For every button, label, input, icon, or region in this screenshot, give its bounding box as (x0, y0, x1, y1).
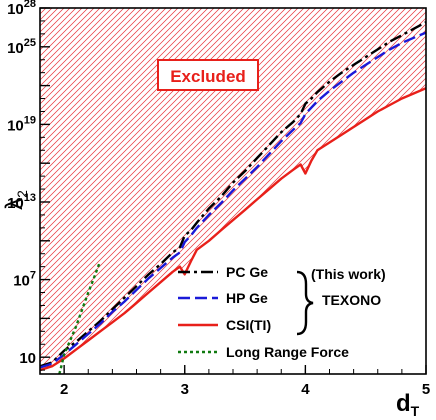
x-tick-label-2: 2 (60, 381, 68, 398)
legend-bracket-label-texono: TEXONO (322, 292, 381, 308)
legend-label-hp-ge: HP Ge (226, 290, 268, 306)
x-axis-title: dT (396, 390, 420, 419)
legend-bracket-label-this-work: (This work) (311, 266, 386, 282)
x-tick-label-4: 4 (301, 381, 310, 398)
series-line-hp-ge (40, 31, 426, 369)
y-tick-label-7: 107 (13, 270, 36, 290)
y-tick-label-28: 1028 (7, 0, 36, 18)
x-tick-label-3: 3 (181, 381, 189, 398)
legend: PC Ge HP Ge CSI(TI) Long Range Force (178, 264, 349, 360)
series-line-long-range-force (58, 263, 101, 374)
y-axis-title: λ2 (1, 190, 30, 210)
y-tick-label-13: 1013 (7, 192, 36, 212)
excluded-label-box (157, 59, 259, 91)
y-axis-title-subscript: 2 (14, 190, 30, 198)
series-line-pc-ge (40, 21, 426, 368)
legend-label-pc-ge: PC Ge (226, 264, 268, 280)
excluded-region (40, 8, 426, 371)
x-tick-label-5: 5 (422, 381, 430, 398)
excluded-label: Excluded (170, 67, 246, 86)
series-line-csi-ti (40, 87, 426, 372)
legend-label-csi-ti: CSI(TI) (226, 317, 271, 333)
y-tick-label-19: 1019 (7, 114, 36, 134)
x-axis-title-subscript: T (411, 403, 420, 419)
y-tick-label-25: 1025 (7, 37, 36, 57)
legend-brace (296, 270, 314, 336)
y-tick-label-1: 10 (19, 350, 36, 367)
legend-label-long-range-force: Long Range Force (226, 344, 349, 360)
